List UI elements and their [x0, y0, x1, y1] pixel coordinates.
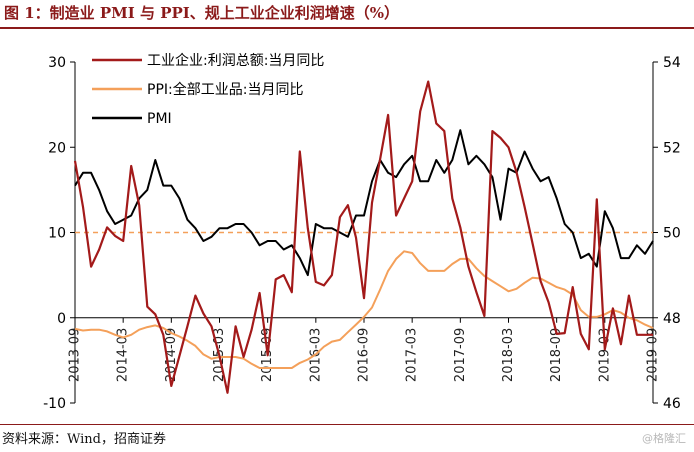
x-tick-label: 2017-09 [453, 328, 468, 382]
y-left-tick-label: 0 [57, 311, 66, 327]
x-tick-label: 2017-03 [405, 328, 420, 382]
y-right-tick-label: 46 [663, 396, 681, 412]
x-tick-label: 2018-09 [549, 328, 564, 382]
title-divider [0, 27, 694, 29]
series-line-pmi [74, 129, 654, 277]
x-tick-label: 2018-03 [501, 328, 516, 382]
x-tick-label: 2019-03 [597, 328, 612, 382]
source-note: 资料来源：Wind，招商证券 [2, 432, 166, 447]
chart-title: 图 1：制造业 PMI 与 PPI、规上工业企业利润增速（%） [4, 4, 400, 22]
series-group [73, 80, 654, 394]
y-right-tick-label: 54 [663, 55, 681, 71]
y-left-tick-label: 20 [48, 140, 66, 156]
series-line-ppi [74, 250, 654, 369]
series-line-profit [73, 80, 653, 394]
footer-divider [0, 424, 694, 425]
y-left-tick-label: 30 [48, 55, 66, 71]
y-right-tick-label: 48 [663, 311, 681, 327]
y-right-tick-label: 52 [663, 140, 681, 156]
x-tick-label: 2013-09 [68, 328, 83, 382]
watermark-text: @格隆汇 [642, 432, 686, 445]
y-right-tick-label: 50 [663, 226, 681, 242]
y-left-tick-label: 10 [48, 226, 66, 242]
y-left-tick-label: -10 [43, 396, 66, 412]
x-tick-label: 2014-03 [116, 328, 131, 382]
chart-legend: 工业企业:利润总额:当月同比 PPI:全部工业品:当月同比 PMI [92, 52, 324, 127]
legend-item-profit-label: 工业企业:利润总额:当月同比 [147, 52, 324, 69]
x-tick-label: 2019-09 [646, 328, 661, 382]
legend-item-ppi-label: PPI:全部工业品:当月同比 [147, 81, 303, 98]
x-tick-label: 2016-09 [357, 328, 372, 382]
legend-item-pmi-label: PMI [147, 111, 172, 127]
